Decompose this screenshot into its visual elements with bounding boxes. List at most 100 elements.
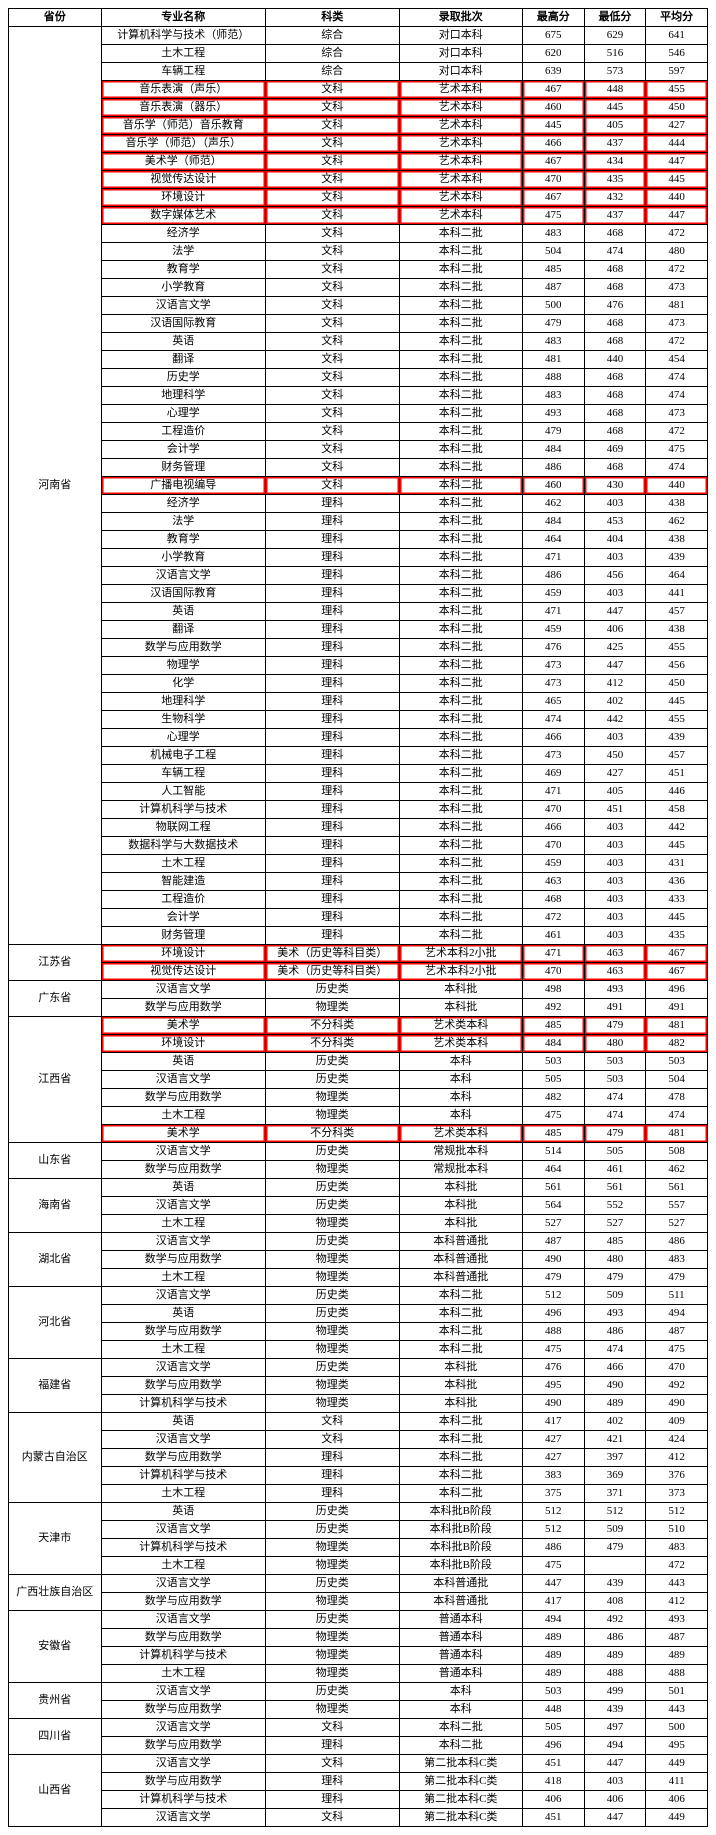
data-cell: 本科二批 — [399, 1485, 522, 1503]
data-cell: 488 — [584, 1665, 646, 1683]
data-cell: 451 — [522, 1755, 584, 1773]
table-row: 福建省汉语言文学历史类本科批476466470 — [9, 1359, 708, 1377]
table-row: 会计学文科本科二批484469475 — [9, 441, 708, 459]
table-row: 安徽省汉语言文学历史类普通本科494492493 — [9, 1611, 708, 1629]
data-cell: 503 — [646, 1053, 708, 1071]
data-cell: 理科 — [265, 765, 399, 783]
data-cell: 403 — [584, 585, 646, 603]
data-cell: 406 — [522, 1791, 584, 1809]
table-row: 英语文科本科二批483468472 — [9, 333, 708, 351]
data-cell: 471 — [522, 603, 584, 621]
data-cell: 438 — [646, 531, 708, 549]
data-cell: 438 — [646, 495, 708, 513]
data-cell: 468 — [584, 279, 646, 297]
table-row: 法学理科本科二批484453462 — [9, 513, 708, 531]
col-major: 专业名称 — [101, 9, 265, 27]
table-row: 音乐表演（声乐）文科艺术本科467448455 — [9, 81, 708, 99]
data-cell: 美术学 — [101, 1017, 265, 1035]
data-cell: 美术（历史等科目类） — [265, 945, 399, 963]
data-cell: 439 — [646, 729, 708, 747]
data-cell: 本科二批 — [399, 693, 522, 711]
table-row: 山东省汉语言文学历史类常规批本科514505508 — [9, 1143, 708, 1161]
data-cell: 会计学 — [101, 909, 265, 927]
data-cell: 英语 — [101, 1305, 265, 1323]
data-cell: 心理学 — [101, 405, 265, 423]
data-cell: 本科二批 — [399, 801, 522, 819]
data-cell: 车辆工程 — [101, 63, 265, 81]
data-cell: 本科二批 — [399, 1413, 522, 1431]
table-row: 数学与应用数学物理类本科二批488486487 — [9, 1323, 708, 1341]
data-cell: 447 — [646, 153, 708, 171]
data-cell: 412 — [646, 1593, 708, 1611]
data-cell: 本科批B阶段 — [399, 1539, 522, 1557]
data-cell: 文科 — [265, 387, 399, 405]
data-cell: 音乐表演（声乐） — [101, 81, 265, 99]
table-row: 小学教育文科本科二批487468473 — [9, 279, 708, 297]
data-cell: 对口本科 — [399, 27, 522, 45]
data-cell: 641 — [646, 27, 708, 45]
data-cell: 489 — [522, 1647, 584, 1665]
data-cell: 486 — [584, 1629, 646, 1647]
data-cell: 法学 — [101, 243, 265, 261]
table-row: 工程造价文科本科二批479468472 — [9, 423, 708, 441]
table-row: 数学与应用数学物理类本科批492491491 — [9, 999, 708, 1017]
data-cell: 汉语言文学 — [101, 1233, 265, 1251]
data-cell: 本科二批 — [399, 549, 522, 567]
data-cell: 474 — [584, 1089, 646, 1107]
data-cell: 468 — [584, 261, 646, 279]
data-cell: 教育学 — [101, 531, 265, 549]
table-row: 江苏省环境设计美术（历史等科目类）艺术本科2小批471463467 — [9, 945, 708, 963]
data-cell: 445 — [522, 117, 584, 135]
data-cell: 物理类 — [265, 1539, 399, 1557]
data-cell: 理科 — [265, 603, 399, 621]
data-cell: 500 — [646, 1719, 708, 1737]
data-cell: 历史类 — [265, 1143, 399, 1161]
data-cell: 计算机科学与技术 — [101, 801, 265, 819]
data-cell: 481 — [522, 351, 584, 369]
data-cell: 本科二批 — [399, 387, 522, 405]
data-cell: 491 — [584, 999, 646, 1017]
data-cell: 本科二批 — [399, 1449, 522, 1467]
data-cell: 计算机科学与技术 — [101, 1539, 265, 1557]
data-cell: 文科 — [265, 81, 399, 99]
data-cell: 488 — [646, 1665, 708, 1683]
data-cell: 艺术本科 — [399, 99, 522, 117]
data-cell: 历史类 — [265, 1053, 399, 1071]
data-cell: 483 — [522, 225, 584, 243]
admissions-table: 省份 专业名称 科类 录取批次 最高分 最低分 平均分 河南省计算机科学与技术（… — [8, 8, 708, 1827]
data-cell: 人工智能 — [101, 783, 265, 801]
data-cell: 物理类 — [265, 1557, 399, 1575]
data-cell: 数学与应用数学 — [101, 1449, 265, 1467]
data-cell: 土木工程 — [101, 1269, 265, 1287]
data-cell: 理科 — [265, 819, 399, 837]
data-cell: 439 — [584, 1701, 646, 1719]
data-cell: 485 — [522, 1125, 584, 1143]
data-cell: 本科二批 — [399, 225, 522, 243]
table-row: 四川省汉语言文学文科本科二批505497500 — [9, 1719, 708, 1737]
data-cell: 474 — [522, 711, 584, 729]
data-cell: 物理类 — [265, 999, 399, 1017]
data-cell: 本科二批 — [399, 513, 522, 531]
table-row: 数学与应用数学理科第二批本科C类418403411 — [9, 1773, 708, 1791]
data-cell: 本科二批 — [399, 873, 522, 891]
data-cell: 496 — [646, 981, 708, 999]
data-cell: 对口本科 — [399, 63, 522, 81]
data-cell: 481 — [646, 1125, 708, 1143]
data-cell: 512 — [522, 1521, 584, 1539]
data-cell: 487 — [646, 1323, 708, 1341]
data-cell: 397 — [584, 1449, 646, 1467]
data-cell: 403 — [584, 891, 646, 909]
table-row: 计算机科学与技术物理类本科批490489490 — [9, 1395, 708, 1413]
data-cell: 物理类 — [265, 1395, 399, 1413]
data-cell: 艺术本科2小批 — [399, 945, 522, 963]
data-cell: 406 — [584, 621, 646, 639]
data-cell: 468 — [584, 225, 646, 243]
header-row: 省份 专业名称 科类 录取批次 最高分 最低分 平均分 — [9, 9, 708, 27]
data-cell: 450 — [646, 99, 708, 117]
data-cell: 451 — [646, 765, 708, 783]
data-cell: 492 — [646, 1377, 708, 1395]
data-cell: 479 — [584, 1017, 646, 1035]
data-cell: 468 — [584, 387, 646, 405]
data-cell: 文科 — [265, 1431, 399, 1449]
data-cell: 物理类 — [265, 1251, 399, 1269]
